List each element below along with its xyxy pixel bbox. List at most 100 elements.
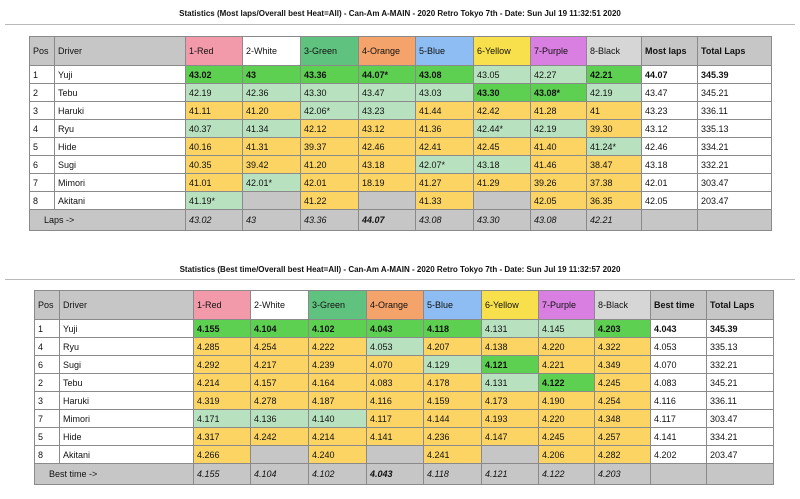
laps-footer-lane-4: 44.07	[358, 209, 416, 231]
lane-6-cell: 42.44*	[473, 119, 531, 138]
total-laps-cell: 332.21	[697, 155, 772, 174]
most-laps-cell: 43.18	[641, 155, 698, 174]
pos-cell: 8	[29, 191, 55, 210]
lane-2-cell: 4.104	[250, 319, 309, 338]
driver-cell: Sugi	[54, 155, 186, 174]
total-laps-cell: 336.11	[706, 391, 774, 410]
lane-6-cell: 4.173	[481, 391, 539, 410]
driver-cell: Haruki	[54, 101, 186, 120]
lane-7-cell: 4.206	[538, 445, 595, 464]
lane-8-cell: 41	[586, 101, 642, 120]
lane-2-cell: 4.242	[250, 427, 309, 446]
best-footer-empty	[650, 463, 707, 485]
best-time-cell: 4.053	[650, 337, 707, 356]
pos-cell: 3	[34, 391, 60, 410]
lane-2-cell: 43	[242, 65, 301, 84]
total-laps-cell: 335.13	[697, 119, 772, 138]
laps-title: Statistics (Most laps/Overall best Heat=…	[179, 9, 621, 18]
lane-4-cell: 4.141	[366, 427, 424, 446]
driver-cell: Akitani	[54, 191, 186, 210]
total-laps-cell: 345.21	[697, 83, 772, 102]
table-row: 1 Yuji 4.155 4.104 4.102 4.043 4.118 4.131 4.145…	[34, 319, 774, 338]
laps-footer-row: Laps -> 43.02 43 43.36 44.07 43.08 43.30 43.08 4…	[29, 209, 772, 231]
lane-7-cell: 43.08*	[530, 83, 587, 102]
lane-3-cell: 42.01	[300, 173, 359, 192]
lane-2-cell: 4.157	[250, 373, 309, 392]
lane-3-cell: 4.102	[308, 319, 367, 338]
best-footer-lane-1: 4.155	[193, 463, 251, 485]
pos-cell: 4	[34, 337, 60, 356]
lane-6-cell: 4.138	[481, 337, 539, 356]
best-footer-lane-5: 4.118	[423, 463, 482, 485]
lane-5-cell: 4.241	[423, 445, 482, 464]
pos-cell: 3	[29, 101, 55, 120]
table-row: 7 Mimori 41.01 42.01* 42.01 18.19 41.27 41.29 39…	[29, 173, 772, 192]
lane-5-cell: 41.36	[415, 119, 474, 138]
lane-5-cell: 42.07*	[415, 155, 474, 174]
lane-5-cell: 42.41	[415, 137, 474, 156]
lane-8-cell: 38.47	[586, 155, 642, 174]
lane-5-cell: 41.27	[415, 173, 474, 192]
most-laps-cell: 42.01	[641, 173, 698, 192]
lane-5-cell: 4.207	[423, 337, 482, 356]
laps-footer-label: Laps ->	[29, 209, 186, 231]
total-laps-cell: 336.11	[697, 101, 772, 120]
lane-8-cell: 4.349	[594, 355, 651, 374]
lane-1-cell: 40.16	[185, 137, 243, 156]
lane-8-cell: 39.30	[586, 119, 642, 138]
lane-1-cell: 41.19*	[185, 191, 243, 210]
table-row: 4 Ryu 40.37 41.34 42.12 43.12 41.36 42.44* 42.19…	[29, 119, 772, 138]
best-footer-lane-3: 4.102	[308, 463, 367, 485]
table-row: 4 Ryu 4.285 4.254 4.222 4.053 4.207 4.138 4.220 4…	[34, 337, 774, 356]
lane-7-cell: 4.145	[538, 319, 595, 338]
laps-header-5-blue: 5-Blue	[415, 36, 474, 66]
best-time-cell: 4.117	[650, 409, 707, 428]
lane-2-cell: 42.36	[242, 83, 301, 102]
table-row: 3 Haruki 41.11 41.20 42.06* 43.23 41.44 42.42 41…	[29, 101, 772, 120]
best-time-cell: 4.116	[650, 391, 707, 410]
total-laps-cell: 203.47	[706, 445, 774, 464]
lane-3-cell: 4.187	[308, 391, 367, 410]
lane-8-cell: 4.257	[594, 427, 651, 446]
driver-cell: Hide	[54, 137, 186, 156]
lane-3-cell: 39.37	[300, 137, 359, 156]
laps-header-row: Pos Driver 1-Red 2-White 3-Green 4-Orange 5-Bl…	[29, 36, 772, 66]
driver-cell: Tebu	[54, 83, 186, 102]
laps-header-2-white: 2-White	[242, 36, 301, 66]
lane-4-cell	[358, 191, 416, 210]
total-laps-cell: 345.21	[706, 373, 774, 392]
driver-cell: Akitani	[59, 445, 194, 464]
lane-4-cell: 43.12	[358, 119, 416, 138]
lane-4-cell: 44.07*	[358, 65, 416, 84]
laps-header-pos: Pos	[29, 36, 55, 66]
best-header-1-red: 1-Red	[193, 290, 251, 320]
table-row: 3 Haruki 4.319 4.278 4.187 4.116 4.159 4.173 4.1…	[34, 391, 774, 410]
laps-footer-lane-6: 43.30	[473, 209, 531, 231]
pos-cell: 6	[29, 155, 55, 174]
lane-2-cell: 41.34	[242, 119, 301, 138]
laps-header-7-purple: 7-Purple	[530, 36, 587, 66]
driver-cell: Mimori	[54, 173, 186, 192]
lane-8-cell: 4.282	[594, 445, 651, 464]
laps-title-rule	[5, 24, 795, 25]
lane-5-cell: 43.08	[415, 65, 474, 84]
lane-6-cell	[473, 191, 531, 210]
lane-3-cell: 4.164	[308, 373, 367, 392]
pos-cell: 4	[29, 119, 55, 138]
best-title-rule	[5, 279, 795, 280]
total-laps-cell: 203.47	[697, 191, 772, 210]
table-row: 7 Mimori 4.171 4.136 4.140 4.117 4.144 4.193 4.2…	[34, 409, 774, 428]
total-laps-cell: 303.47	[697, 173, 772, 192]
best-footer-empty	[706, 463, 774, 485]
lane-3-cell: 41.22	[300, 191, 359, 210]
most-laps-cell: 43.47	[641, 83, 698, 102]
most-laps-cell: 42.05	[641, 191, 698, 210]
best-header-8-black: 8-Black	[594, 290, 651, 320]
best-time-cell: 4.083	[650, 373, 707, 392]
lane-3-cell: 43.36	[300, 65, 359, 84]
lane-3-cell: 4.222	[308, 337, 367, 356]
lane-2-cell: 4.136	[250, 409, 309, 428]
lane-4-cell	[366, 445, 424, 464]
lane-7-cell: 4.220	[538, 409, 595, 428]
pos-cell: 2	[34, 373, 60, 392]
